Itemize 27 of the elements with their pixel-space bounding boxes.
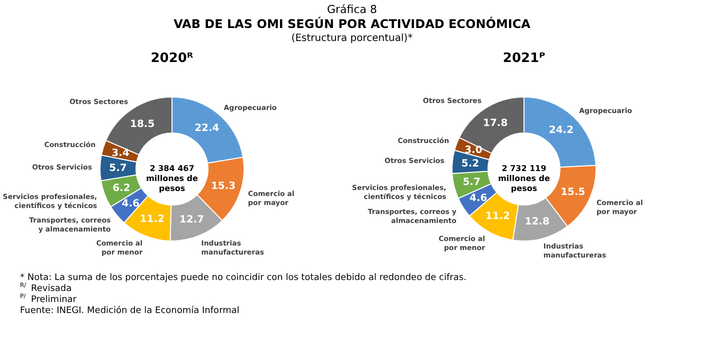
data-label: 4.6: [122, 198, 140, 210]
data-label: 11.2: [140, 214, 164, 226]
text: (Estructura porcentual)*: [291, 33, 413, 44]
chart-title: 2021ᴾ: [502, 51, 546, 66]
data-label: 3.0: [464, 145, 482, 156]
text: VAB DE LAS OMI SEGÚN POR ACTIVIDAD ECONÓMICA: [174, 16, 532, 31]
data-label: 18.5: [130, 118, 155, 130]
data-label: 11.2: [485, 211, 510, 222]
data-label: 5.7: [462, 176, 480, 188]
text: 2 384 467 millones de pesos: [146, 164, 199, 193]
data-label: 15.5: [560, 186, 586, 198]
data-label: 17.8: [483, 118, 508, 130]
data-label: 3.4: [112, 148, 130, 159]
data-label: 5.2: [461, 158, 480, 170]
data-label: 22.4: [194, 122, 220, 134]
text: Gráfica 8: [327, 3, 377, 16]
chart-title: 2020ᴿ: [150, 51, 194, 66]
data-label: 15.3: [210, 180, 236, 192]
data-label: 12.8: [524, 216, 550, 228]
data-label: 4.6: [470, 192, 488, 204]
text: * Nota: La suma de los porcentajes puede no coincidir con los totales debido al redondeo de cifras.: [20, 273, 466, 283]
source-note: Fuente: INEGI. Medición de la Economía Informal: [20, 305, 240, 316]
data-label: 6.2: [112, 182, 130, 194]
data-label: 5.7: [109, 163, 127, 174]
data-label: 12.7: [179, 214, 204, 226]
text: 2 732 119 millones de pesos: [498, 164, 551, 193]
data-label: 24.2: [548, 124, 574, 136]
